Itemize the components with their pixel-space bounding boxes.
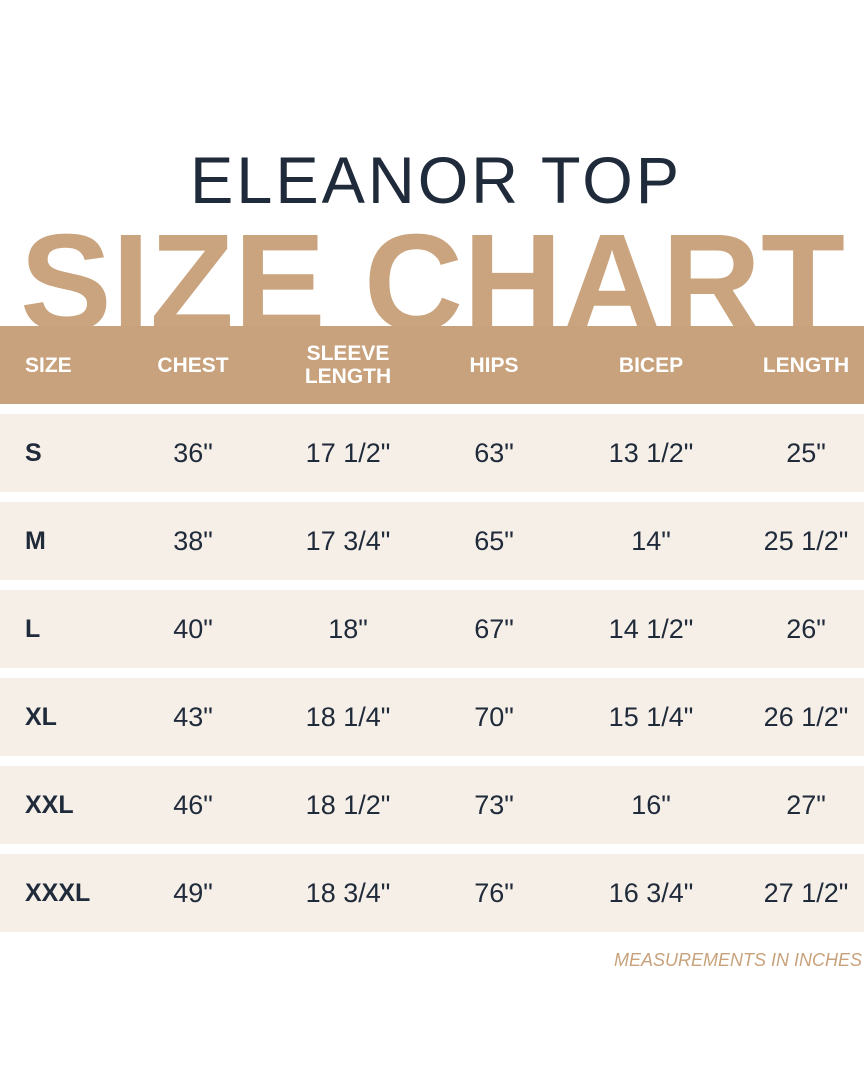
table-row: S 36" 17 1/2" 63" 13 1/2" 25" <box>0 414 864 492</box>
table-cell: 18 1/4" <box>305 701 391 732</box>
table-cell: 26" <box>786 613 826 644</box>
table-cell: 17 3/4" <box>305 525 391 556</box>
table-cell: 18 3/4" <box>305 877 391 908</box>
column-header: CHEST <box>157 353 229 377</box>
footnote: MEASUREMENTS IN INCHES <box>614 950 863 970</box>
size-label: XL <box>25 702 57 731</box>
header-row: SIZE CHEST SLEEVE LENGTH HIPS BICEP LENGTH <box>0 326 864 404</box>
column-header: SIZE <box>25 353 72 377</box>
table-cell: 46" <box>173 789 213 820</box>
table-cell: 76" <box>474 877 514 908</box>
table-row: XXXL 49" 18 3/4" 76" 16 3/4" 27 1/2" <box>0 854 864 932</box>
column-header: SLEEVE LENGTH <box>304 342 392 388</box>
table-row: XL 43" 18 1/4" 70" 15 1/4" 26 1/2" <box>0 678 864 756</box>
table-cell: 70" <box>474 701 514 732</box>
table-cell: 65" <box>474 525 514 556</box>
table-cell: 16 3/4" <box>608 877 694 908</box>
table-cell: 27 1/2" <box>763 877 849 908</box>
subtitle: SIZE CHART <box>20 206 845 330</box>
table-cell: 63" <box>474 437 514 468</box>
title: ELEANOR TOP <box>190 143 682 217</box>
table-row: M 38" 17 3/4" 65" 14" 25 1/2" <box>0 502 864 580</box>
size-label: XXXL <box>25 878 91 907</box>
column-header: LENGTH <box>762 353 850 377</box>
table-cell: 43" <box>173 701 213 732</box>
size-label: L <box>25 614 41 643</box>
table-cell: 38" <box>173 525 213 556</box>
table-cell: 17 1/2" <box>305 437 391 468</box>
column-header: BICEP <box>618 353 684 377</box>
table-cell: 25 1/2" <box>763 525 849 556</box>
table-cell: 25" <box>786 437 826 468</box>
table-cell: 15 1/4" <box>608 701 694 732</box>
size-label: M <box>25 526 46 555</box>
table-cell: 14 1/2" <box>608 613 694 644</box>
size-label: XXL <box>25 790 74 819</box>
table-cell: 36" <box>173 437 213 468</box>
table-row: XXL 46" 18 1/2" 73" 16" 27" <box>0 766 864 844</box>
size-label: S <box>25 438 42 467</box>
heading: ELEANOR TOP SIZE CHART <box>20 143 845 330</box>
table-cell: 67" <box>474 613 514 644</box>
table-cell: 16" <box>631 789 671 820</box>
table-cell: 26 1/2" <box>763 701 849 732</box>
column-header: HIPS <box>469 353 519 377</box>
table-cell: 73" <box>474 789 514 820</box>
table-cell: 40" <box>173 613 213 644</box>
table-cell: 49" <box>173 877 213 908</box>
table-cell: 18 1/2" <box>305 789 391 820</box>
table-cell: 27" <box>786 789 826 820</box>
table-row: L 40" 18" 67" 14 1/2" 26" <box>0 590 864 668</box>
table-cell: 14" <box>631 525 671 556</box>
table-cell: 18" <box>328 613 368 644</box>
table-cell: 13 1/2" <box>608 437 694 468</box>
